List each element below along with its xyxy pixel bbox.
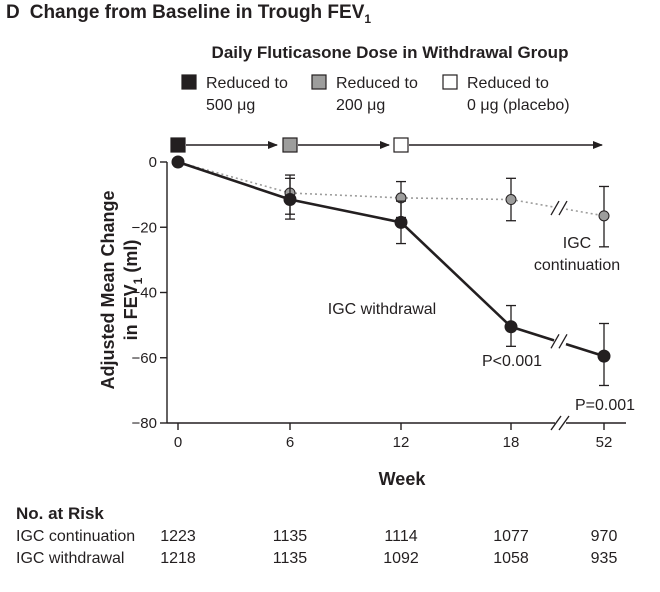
legend: Daily Fluticasone Dose in Withdrawal Gro… <box>181 43 570 114</box>
at-risk-row: IGC withdrawal 1218 1135 1092 1058 935 <box>16 550 656 572</box>
x-axis-break-mark-2 <box>558 415 570 431</box>
panel-letter: D <box>6 2 20 23</box>
withdrawal-break-mark-1 <box>550 334 560 349</box>
at-risk-row-label: IGC continuation <box>16 528 136 545</box>
legend-label-3-line1: Reduced to <box>467 75 549 92</box>
withdrawal-point-week-6 <box>283 193 297 207</box>
series-label-continuation-line2: continuation <box>534 257 620 274</box>
at-risk-value: 1218 <box>160 550 196 567</box>
at-risk-row: IGC continuation 1223 1135 1114 1077 970 <box>16 528 656 550</box>
y-axis-title-main: in FEV <box>121 284 141 340</box>
withdrawal-line-seg-0 <box>177 160 291 201</box>
withdrawal-line-seg-3b <box>565 342 605 358</box>
at-risk-value: 1135 <box>272 550 308 567</box>
legend-swatch-2 <box>311 74 327 90</box>
continuation-break-mark-1 <box>550 200 560 216</box>
x-axis-break-mark-1 <box>550 415 562 431</box>
y-axis-title-subscript: 1 <box>131 277 145 284</box>
x-tick-label-4: 52 <box>596 434 613 451</box>
x-tick-label-3: 18 <box>503 434 520 451</box>
panel-title-text: Change from Baseline in Trough FEV <box>29 2 365 23</box>
y-tick-label-3: −60 <box>132 350 157 367</box>
at-risk-value: 1092 <box>383 550 419 567</box>
fev1-change-chart: Daily Fluticasone Dose in Withdrawal Gro… <box>98 43 635 489</box>
at-risk-value: 1058 <box>493 550 529 567</box>
legend-label-1-line1: Reduced to <box>206 75 288 92</box>
withdrawal-point-week-0 <box>171 155 185 169</box>
at-risk-value: 970 <box>590 528 618 545</box>
withdrawal-line-seg-3a <box>510 325 555 342</box>
dose-marker-week-0 <box>170 137 186 153</box>
legend-swatch-3 <box>442 74 458 90</box>
at-risk-value: 1077 <box>493 528 529 545</box>
at-risk-rows: IGC continuation 1223 1135 1114 1077 970 IGC w… <box>16 528 656 572</box>
p-value-week-52: P=0.001 <box>575 397 635 414</box>
y-axis-title-line2: in FEV1 (ml) <box>121 240 145 341</box>
y-axis-title-unit: (ml) <box>121 240 141 278</box>
continuation-break-mark-2 <box>558 200 568 216</box>
series-label-continuation-line1: IGC <box>563 235 591 252</box>
withdrawal-line-seg-2 <box>400 221 512 328</box>
dose-marker-week-6 <box>282 137 298 153</box>
withdrawal-line-seg-1 <box>289 198 402 224</box>
continuation-point-week-18 <box>505 194 517 206</box>
legend-label-1-line2: 500 μg <box>206 97 255 114</box>
y-axis-title-line1: Adjusted Mean Change <box>98 190 118 389</box>
legend-swatch-1 <box>181 74 197 90</box>
y-tick-label-1: −20 <box>132 219 157 236</box>
legend-label-2-line1: Reduced to <box>336 75 418 92</box>
continuation-point-week-52 <box>598 210 610 222</box>
continuation-line-seg-1 <box>289 192 402 199</box>
at-risk-row-label: IGC withdrawal <box>16 550 125 567</box>
continuation-line-seg-2 <box>400 197 512 201</box>
panel-title-subscript: 1 <box>364 11 372 26</box>
withdrawal-point-week-52 <box>597 349 611 363</box>
y-tick-label-0: 0 <box>149 154 157 171</box>
withdrawal-point-week-12 <box>394 215 408 229</box>
x-tick-label-1: 6 <box>286 434 294 451</box>
legend-title: Daily Fluticasone Dose in Withdrawal Gro… <box>212 43 569 62</box>
at-risk-title: No. at Risk <box>16 504 104 523</box>
x-axis-title: Week <box>379 469 427 489</box>
withdrawal-break-mark-2 <box>558 334 568 349</box>
at-risk-table: No. at Risk IGC continuation 1223 1135 1114… <box>16 504 656 572</box>
y-tick-label-2: −40 <box>132 285 157 302</box>
withdrawal-point-week-18 <box>504 320 518 334</box>
at-risk-value: 1223 <box>160 528 196 545</box>
p-value-week-18: P<0.001 <box>482 353 542 370</box>
panel-title: D Change from Baseline in Trough FEV1 <box>6 2 371 26</box>
continuation-line-seg-3a <box>510 198 555 208</box>
continuation-line-seg-3b <box>565 208 605 217</box>
series-label-withdrawal: IGC withdrawal <box>328 301 436 318</box>
continuation-line-seg-0 <box>177 161 291 194</box>
legend-label-2-line2: 200 μg <box>336 97 385 114</box>
x-tick-label-2: 12 <box>393 434 410 451</box>
at-risk-value: 935 <box>590 550 618 567</box>
at-risk-value: 1114 <box>384 528 418 545</box>
legend-label-3-line2: 0 μg (placebo) <box>467 97 570 114</box>
x-tick-label-0: 0 <box>174 434 182 451</box>
at-risk-value: 1135 <box>272 528 308 545</box>
dose-marker-week-12 <box>393 137 409 153</box>
plot-area: 0 −20 −40 −60 −80 0 6 12 18 52 Week Adjusted Mean C… <box>98 137 635 489</box>
y-tick-label-4: −80 <box>132 415 157 432</box>
